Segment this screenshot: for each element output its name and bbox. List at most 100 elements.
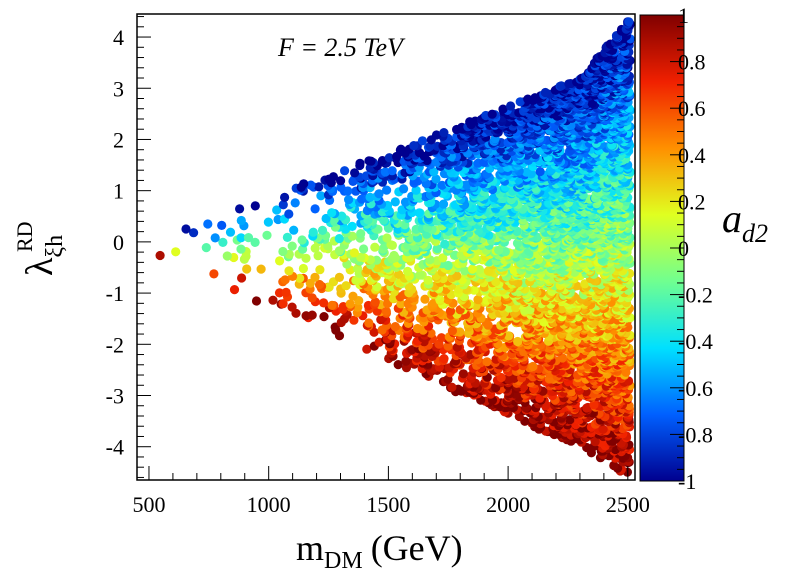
data-point <box>452 271 462 281</box>
data-point <box>565 415 575 425</box>
data-point <box>229 285 240 295</box>
data-point <box>268 295 278 305</box>
data-point <box>390 197 400 207</box>
data-point <box>284 266 294 276</box>
data-point <box>356 229 366 239</box>
data-point <box>349 315 359 325</box>
data-point <box>409 141 419 151</box>
data-point <box>509 373 519 383</box>
data-point <box>282 232 292 242</box>
data-point <box>155 250 165 261</box>
data-point <box>280 192 290 202</box>
data-point <box>315 265 325 275</box>
data-point <box>362 344 372 354</box>
data-point <box>412 323 423 334</box>
data-point <box>353 264 363 274</box>
data-point <box>407 345 417 355</box>
data-point <box>460 266 470 276</box>
data-point <box>218 237 228 247</box>
data-point <box>528 361 538 372</box>
data-point <box>262 230 272 240</box>
data-point <box>349 248 359 258</box>
data-point <box>341 281 351 291</box>
data-point <box>382 185 392 195</box>
data-point <box>242 264 252 274</box>
data-point <box>250 201 260 211</box>
data-point <box>171 247 181 257</box>
data-point <box>217 220 227 230</box>
data-point <box>390 322 400 332</box>
data-point <box>474 264 484 275</box>
data-point <box>381 306 391 316</box>
data-point <box>280 275 290 285</box>
data-point <box>222 251 232 261</box>
data-point <box>327 208 337 218</box>
data-point <box>278 299 288 309</box>
data-point <box>504 331 514 341</box>
data-point <box>307 293 317 303</box>
data-point <box>251 296 262 306</box>
data-point <box>256 264 266 274</box>
data-point <box>589 400 599 410</box>
data-point <box>447 326 457 336</box>
data-point <box>345 299 355 309</box>
data-point <box>491 277 501 287</box>
data-point <box>297 235 307 245</box>
data-point <box>284 209 294 219</box>
data-point <box>340 166 350 176</box>
data-point <box>308 227 318 237</box>
data-point <box>210 233 220 243</box>
data-point <box>243 233 254 243</box>
data-point <box>209 269 219 279</box>
data-point <box>235 204 245 214</box>
data-point <box>393 360 403 370</box>
data-point <box>415 270 425 280</box>
data-point <box>327 300 337 310</box>
data-point <box>420 294 430 304</box>
data-point <box>274 288 285 298</box>
data-point <box>307 310 317 320</box>
data-point <box>387 166 397 176</box>
data-point <box>355 158 365 168</box>
data-point <box>447 382 457 392</box>
data-point <box>513 336 523 347</box>
data-point <box>310 272 320 282</box>
data-point <box>301 253 311 263</box>
data-point <box>370 297 380 307</box>
data-point <box>338 302 348 312</box>
data-point <box>203 219 213 229</box>
data-point <box>287 302 297 312</box>
data-point <box>458 369 468 379</box>
data-point <box>236 244 246 254</box>
data-point <box>443 341 453 351</box>
data-point <box>401 356 411 366</box>
data-point <box>364 156 374 166</box>
data-point <box>364 318 374 328</box>
data-point <box>236 233 246 243</box>
data-point <box>189 228 199 238</box>
data-point <box>353 302 363 312</box>
data-point <box>317 225 328 235</box>
data-point <box>359 244 369 254</box>
data-point <box>263 217 273 227</box>
data-point <box>337 211 347 221</box>
data-point <box>313 251 323 261</box>
data-point <box>290 198 300 208</box>
data-point <box>295 273 305 283</box>
data-point <box>467 264 477 274</box>
data-point <box>321 213 331 224</box>
data-point <box>436 333 447 343</box>
data-point <box>250 237 260 247</box>
data-point <box>370 242 380 252</box>
data-point <box>350 168 360 178</box>
data-point <box>278 246 288 257</box>
data-point <box>225 227 236 237</box>
data-point <box>423 275 433 285</box>
data-point <box>319 298 329 308</box>
data-point <box>344 195 354 205</box>
data-point <box>181 224 191 234</box>
data-point <box>417 136 428 146</box>
data-point <box>334 272 344 282</box>
data-point <box>598 424 608 434</box>
